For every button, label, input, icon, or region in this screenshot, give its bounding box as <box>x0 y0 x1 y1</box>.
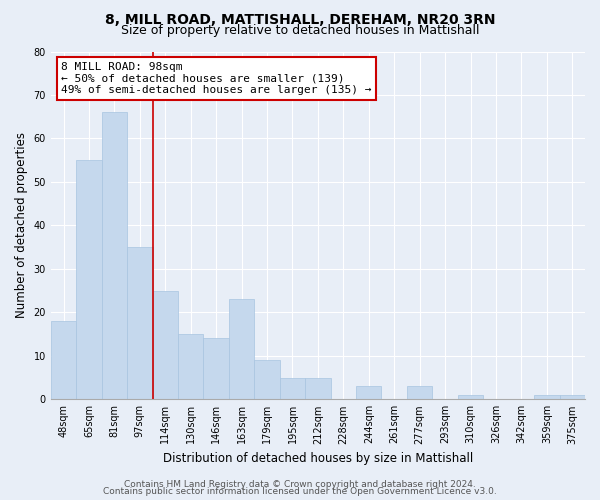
Bar <box>407 386 433 400</box>
Text: Size of property relative to detached houses in Mattishall: Size of property relative to detached ho… <box>121 24 479 37</box>
Bar <box>534 395 560 400</box>
Bar <box>76 160 101 400</box>
Text: Contains public sector information licensed under the Open Government Licence v3: Contains public sector information licen… <box>103 488 497 496</box>
Bar <box>280 378 305 400</box>
Bar <box>203 338 229 400</box>
Bar <box>356 386 382 400</box>
Bar <box>560 395 585 400</box>
Bar <box>254 360 280 400</box>
Bar <box>229 300 254 400</box>
Text: 8, MILL ROAD, MATTISHALL, DEREHAM, NR20 3RN: 8, MILL ROAD, MATTISHALL, DEREHAM, NR20 … <box>105 12 495 26</box>
Text: 8 MILL ROAD: 98sqm
← 50% of detached houses are smaller (139)
49% of semi-detach: 8 MILL ROAD: 98sqm ← 50% of detached hou… <box>61 62 372 95</box>
Bar <box>458 395 483 400</box>
Bar <box>178 334 203 400</box>
Bar <box>305 378 331 400</box>
Bar <box>152 290 178 400</box>
Bar <box>51 321 76 400</box>
X-axis label: Distribution of detached houses by size in Mattishall: Distribution of detached houses by size … <box>163 452 473 465</box>
Bar <box>101 112 127 400</box>
Text: Contains HM Land Registry data © Crown copyright and database right 2024.: Contains HM Land Registry data © Crown c… <box>124 480 476 489</box>
Y-axis label: Number of detached properties: Number of detached properties <box>15 132 28 318</box>
Bar <box>127 247 152 400</box>
